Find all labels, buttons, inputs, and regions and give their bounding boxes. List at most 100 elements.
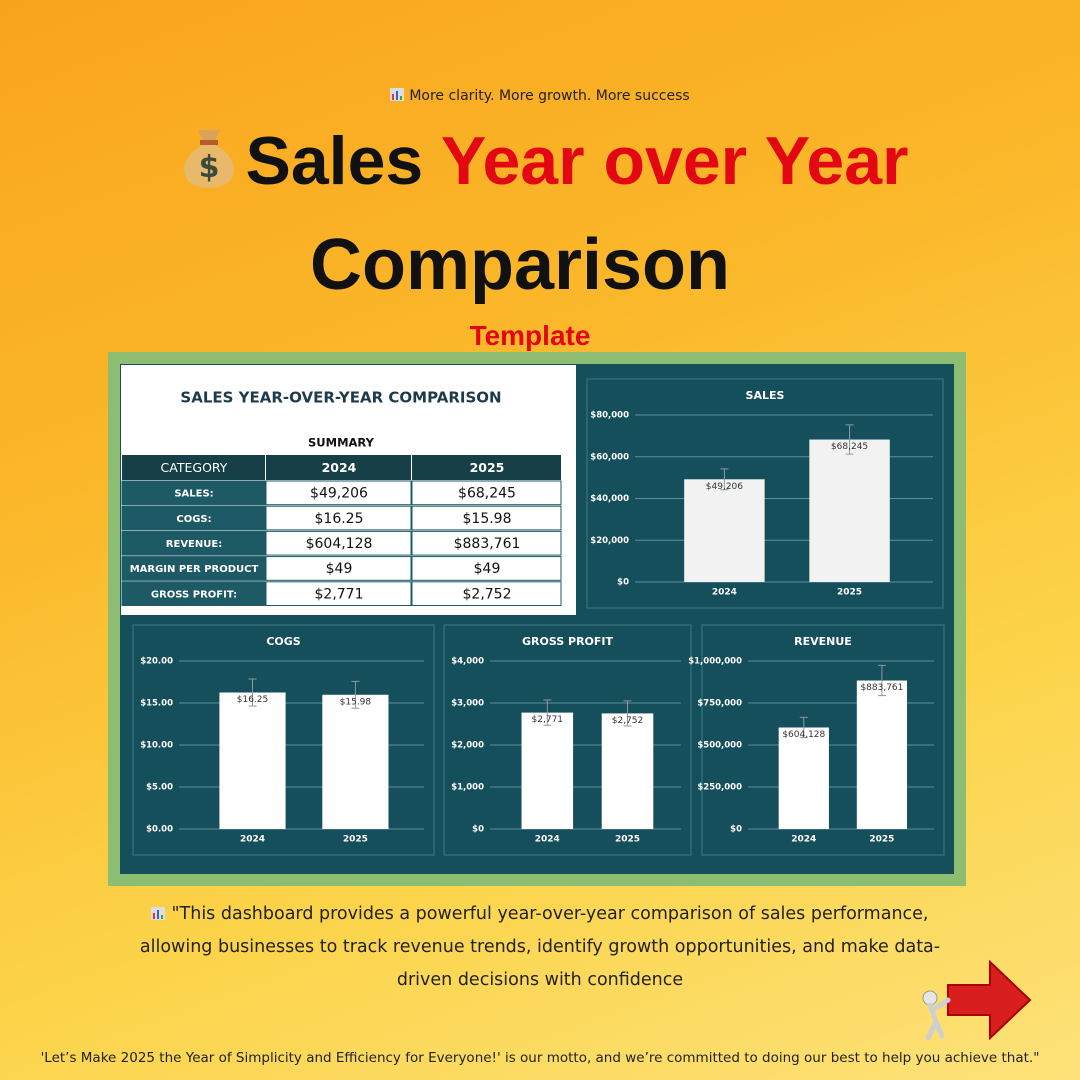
bar bbox=[322, 694, 389, 829]
title-red: Year over Year bbox=[440, 123, 909, 199]
error-bar bbox=[623, 700, 632, 727]
table-cell bbox=[265, 480, 412, 506]
y-tick-label: $0 bbox=[617, 578, 629, 588]
table-value: $49 bbox=[474, 561, 501, 577]
x-tick-label: 2025 bbox=[837, 588, 862, 598]
money-bag-icon: $ bbox=[183, 130, 234, 188]
table-value: $15.98 bbox=[463, 511, 512, 527]
table-cell bbox=[411, 505, 562, 531]
bar bbox=[684, 479, 765, 582]
arrow-icon bbox=[922, 959, 1032, 1041]
table-cell bbox=[411, 530, 562, 556]
table-cell bbox=[121, 530, 266, 556]
y-tick-label: $15.00 bbox=[140, 699, 173, 709]
value-label: $883,761 bbox=[860, 683, 903, 693]
chart-title: GROSS PROFIT bbox=[522, 635, 614, 648]
y-tick-label: $4,000 bbox=[451, 657, 484, 667]
table-cell bbox=[265, 530, 412, 556]
error-bar bbox=[543, 699, 552, 726]
y-tick-label: $0.00 bbox=[146, 825, 173, 835]
table-value: $68,245 bbox=[458, 486, 516, 502]
chart-panel bbox=[586, 378, 944, 609]
error-bar bbox=[845, 424, 854, 455]
table-row-label: MARGIN PER PRODUCT bbox=[130, 564, 259, 575]
bar bbox=[601, 713, 654, 829]
value-label: $604,128 bbox=[782, 730, 825, 740]
title-line-2: Comparison bbox=[309, 225, 731, 305]
title-black: Sales bbox=[245, 123, 424, 199]
table-header: CATEGORY bbox=[161, 460, 228, 475]
value-label: $16.25 bbox=[237, 695, 269, 705]
table-header-cell bbox=[412, 455, 561, 480]
y-tick-label: $40,000 bbox=[590, 494, 629, 504]
table-cell bbox=[121, 505, 266, 531]
tagline: More clarity. More growth. More success bbox=[0, 88, 1080, 104]
tagline-text: More clarity. More growth. More success bbox=[409, 88, 690, 104]
table-row-label: REVENUE: bbox=[166, 539, 222, 550]
table-row-label: SALES: bbox=[174, 489, 213, 500]
chart-panel bbox=[132, 624, 435, 856]
description: "This dashboard provides a powerful year… bbox=[120, 898, 960, 997]
y-tick-label: $750,000 bbox=[697, 699, 742, 709]
error-bar bbox=[248, 678, 257, 707]
table-cell bbox=[121, 480, 266, 506]
bar bbox=[219, 692, 286, 829]
table-cell bbox=[411, 480, 562, 506]
value-label: $2,752 bbox=[612, 716, 644, 726]
chart-panel bbox=[701, 624, 945, 856]
subtitle: Template bbox=[469, 320, 591, 351]
y-tick-label: $20,000 bbox=[590, 536, 629, 546]
table-value: $49 bbox=[326, 561, 353, 577]
bar bbox=[856, 680, 908, 829]
footer: 'Let’s Make 2025 the Year of Simplicity … bbox=[40, 1050, 1040, 1066]
y-tick-label: $3,000 bbox=[451, 699, 484, 709]
table-header-cell bbox=[266, 455, 411, 480]
table-header-cell bbox=[122, 455, 265, 480]
table-header: 2025 bbox=[470, 460, 505, 475]
error-bar bbox=[351, 680, 360, 709]
table-caption: SUMMARY bbox=[308, 436, 375, 450]
table-value: $883,761 bbox=[454, 536, 521, 552]
value-label: $49,206 bbox=[706, 482, 743, 492]
title-line-1: $ Sales Year over Year bbox=[0, 122, 1080, 200]
table-value: $49,206 bbox=[310, 486, 368, 502]
error-bar bbox=[799, 716, 808, 739]
table-cell bbox=[265, 505, 412, 531]
value-label: $15.98 bbox=[340, 697, 372, 707]
table-value: $16.25 bbox=[315, 511, 364, 527]
chart-title: COGS bbox=[266, 635, 300, 648]
table-cell bbox=[265, 556, 412, 581]
value-label: $68,245 bbox=[831, 442, 868, 452]
table-cell bbox=[121, 581, 266, 606]
table-cell bbox=[411, 556, 562, 581]
svg-text:$: $ bbox=[198, 150, 219, 185]
chart-title: REVENUE bbox=[794, 635, 852, 648]
x-tick-label: 2025 bbox=[869, 835, 894, 845]
y-tick-label: $10.00 bbox=[140, 741, 173, 751]
y-tick-label: $80,000 bbox=[590, 411, 629, 421]
error-bar bbox=[720, 468, 729, 491]
x-tick-label: 2024 bbox=[712, 588, 737, 598]
y-tick-label: $0 bbox=[730, 825, 742, 835]
y-tick-label: $1,000 bbox=[451, 783, 484, 793]
table-value: $2,752 bbox=[463, 586, 512, 602]
table-cell bbox=[265, 581, 412, 606]
x-tick-label: 2025 bbox=[615, 835, 640, 845]
y-tick-label: $500,000 bbox=[697, 741, 742, 751]
error-bar bbox=[877, 664, 886, 697]
table-row-label: GROSS PROFIT: bbox=[151, 589, 237, 600]
chart-panel bbox=[443, 624, 692, 856]
table-row-label: COGS: bbox=[176, 514, 211, 525]
y-tick-label: $250,000 bbox=[697, 783, 742, 793]
bar bbox=[778, 727, 829, 829]
table-header: 2024 bbox=[322, 460, 357, 475]
y-tick-label: $0 bbox=[472, 825, 484, 835]
y-tick-label: $20.00 bbox=[140, 657, 173, 667]
y-tick-label: $2,000 bbox=[451, 741, 484, 751]
chart-title: SALES bbox=[746, 389, 785, 402]
y-tick-label: $60,000 bbox=[590, 452, 629, 462]
bar bbox=[809, 439, 890, 582]
description-text: "This dashboard provides a powerful year… bbox=[139, 904, 941, 990]
bar bbox=[521, 712, 574, 829]
